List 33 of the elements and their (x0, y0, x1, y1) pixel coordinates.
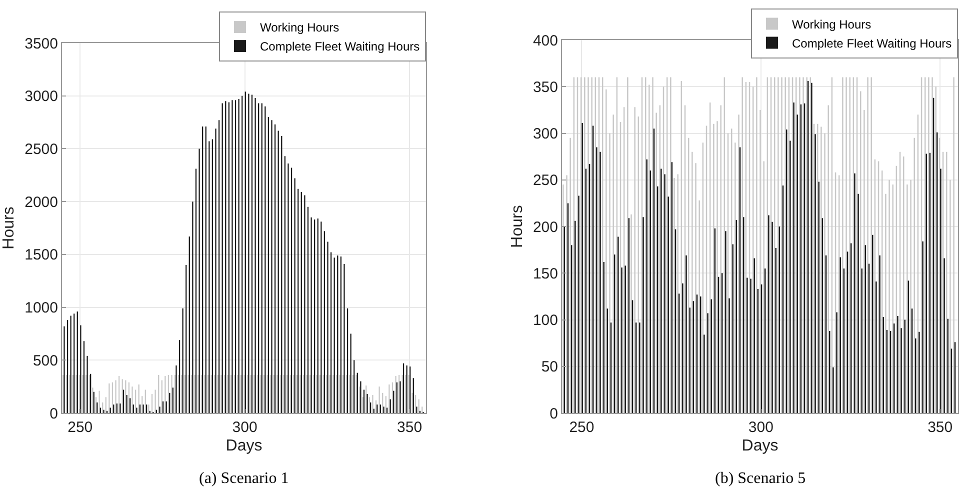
legend-label: Complete Fleet Waiting Hours (792, 36, 952, 50)
x-tick-label: 350 (397, 419, 422, 436)
y-tick-label: 3000 (24, 88, 58, 106)
y-tick-label: 1000 (24, 300, 58, 317)
y-tick-label: 300 (532, 126, 558, 142)
y-tick-label: 200 (532, 218, 558, 236)
y-tick-label: 50 (541, 358, 558, 376)
y-tick-label: 0 (550, 405, 558, 422)
x-tick-label: 250 (569, 419, 594, 436)
y-tick-label: 2500 (24, 140, 58, 158)
text: (a) Scenario 1 (199, 470, 289, 487)
x-tick-label: 300 (748, 419, 774, 436)
y-tick-label: 1500 (24, 246, 58, 264)
y-axis-title: Hours (508, 205, 526, 248)
legend-label: Complete Fleet Waiting Hours (260, 40, 420, 54)
x-axis-title: Days (742, 438, 778, 455)
y-tick-label: 400 (532, 32, 558, 50)
x-axis-title: Days (226, 438, 262, 455)
y-axis-title: Hours (0, 206, 18, 250)
x-tick-label: 300 (232, 419, 258, 436)
legend-label: Working Hours (792, 17, 872, 32)
y-tick-label: 250 (532, 172, 558, 190)
y-tick-label: 0 (50, 405, 58, 422)
x-tick-label: 350 (928, 419, 953, 436)
x-tick-label: 250 (68, 419, 93, 436)
y-tick-label: 3500 (24, 35, 58, 52)
y-tick-label: 500 (32, 352, 58, 370)
legend-label: Working Hours (260, 20, 340, 35)
y-tick-label: 100 (532, 312, 558, 329)
text: (b) Scenario 5 (715, 470, 806, 487)
y-tick-label: 350 (532, 78, 558, 96)
y-tick-label: 2000 (24, 194, 58, 211)
y-tick-label: 150 (532, 265, 558, 282)
